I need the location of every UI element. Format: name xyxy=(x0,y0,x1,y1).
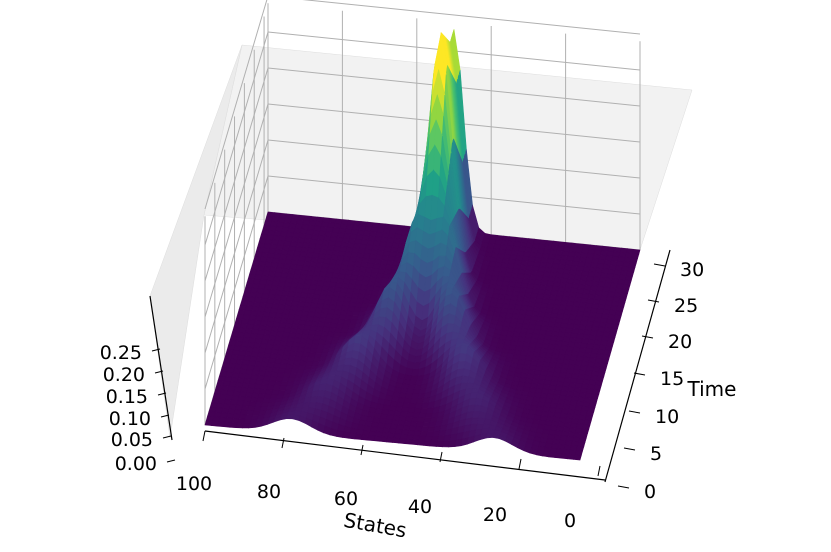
y-tick-mark xyxy=(628,410,641,414)
y-tick-label: 5 xyxy=(650,443,662,465)
x-tick-mark xyxy=(597,465,601,477)
surface-facet xyxy=(585,410,595,417)
z-axis-line xyxy=(149,295,173,441)
z-tick-label: 0.00 xyxy=(115,453,157,475)
x-tick-label: 80 xyxy=(257,481,281,503)
x-tick-labels: 100 80 60 40 20 0 xyxy=(176,430,601,532)
surface-facet xyxy=(460,437,470,447)
z-tick-label: 0.25 xyxy=(100,342,142,364)
grid-line xyxy=(204,139,269,354)
y-tick-label: 25 xyxy=(674,295,698,317)
z-tick-mark xyxy=(166,459,176,463)
x-tick-label: 0 xyxy=(564,510,576,532)
y-tick-mark xyxy=(647,299,660,303)
pane-side xyxy=(149,44,243,439)
z-tick-label: 0.15 xyxy=(106,386,148,408)
grid-line xyxy=(204,0,268,210)
y-tick-mark xyxy=(617,485,630,489)
y-tick-labels: 0 5 10 15 20 25 30 xyxy=(617,259,704,503)
grid-line xyxy=(204,31,269,246)
x-tick-label: 40 xyxy=(408,496,432,518)
surface-mesh xyxy=(204,29,641,461)
z-tick-labels: 0.000.050.100.150.200.25 xyxy=(100,342,176,475)
y-tick-label: 15 xyxy=(660,368,684,390)
y-tick-label: 30 xyxy=(680,259,704,281)
surface-facet xyxy=(575,445,585,452)
z-tick-mark xyxy=(154,370,164,374)
z-tick-mark xyxy=(162,435,172,439)
surface-facet xyxy=(590,393,600,400)
y-axis-line xyxy=(604,249,671,483)
x-tick-label: 100 xyxy=(176,473,212,495)
y-tick-mark xyxy=(653,263,666,267)
z-tick-label: 0.05 xyxy=(111,429,153,451)
grid-line xyxy=(204,67,269,282)
x-tick-mark xyxy=(439,451,443,463)
grid-line xyxy=(204,103,269,318)
x-tick-label: 20 xyxy=(483,504,507,526)
x-axis-label: States xyxy=(342,508,409,543)
y-tick-mark xyxy=(641,335,654,339)
y-tick-mark xyxy=(623,447,636,451)
z-tick-label: 0.20 xyxy=(103,364,145,386)
y-tick-label: 0 xyxy=(644,481,656,503)
axes xyxy=(149,249,671,483)
y-axis-label: Time xyxy=(687,377,737,401)
y-tick-mark xyxy=(633,372,646,376)
x-tick-label: 60 xyxy=(334,488,358,510)
grid-line xyxy=(204,175,269,390)
x-tick-mark xyxy=(518,458,522,470)
surface-facet xyxy=(573,454,582,461)
surface-facet xyxy=(580,428,590,435)
x-axis-line xyxy=(204,430,606,481)
grid-line xyxy=(302,0,641,35)
y-tick-label: 10 xyxy=(655,406,679,428)
x-tick-mark xyxy=(202,430,206,442)
z-tick-mark xyxy=(151,348,161,352)
z-tick-label: 0.10 xyxy=(109,408,151,430)
x-tick-mark xyxy=(281,437,285,449)
z-tick-mark xyxy=(157,392,167,396)
y-tick-label: 20 xyxy=(668,331,692,353)
x-tick-mark xyxy=(360,444,364,456)
z-tick-mark xyxy=(160,414,170,418)
